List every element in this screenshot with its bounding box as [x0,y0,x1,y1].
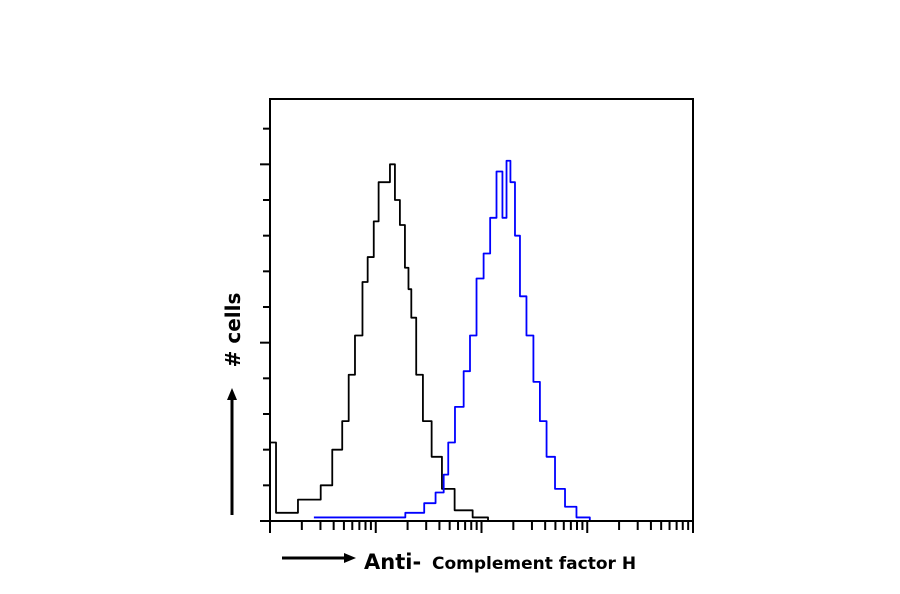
y-axis-arrow-icon [227,388,237,400]
series-group [269,159,597,522]
x-axis-label-prefix: Anti- [364,550,421,574]
x-axis-ticks [269,521,694,533]
x-axis-arrow-icon [344,553,356,563]
x-axis-label: Complement factor H [432,554,636,574]
y-axis-label: # cells [221,293,245,368]
histogram-series-1 [269,163,494,522]
y-axis-ticks [260,127,270,522]
plot-frame [269,98,694,522]
histogram-series-2 [313,159,597,522]
